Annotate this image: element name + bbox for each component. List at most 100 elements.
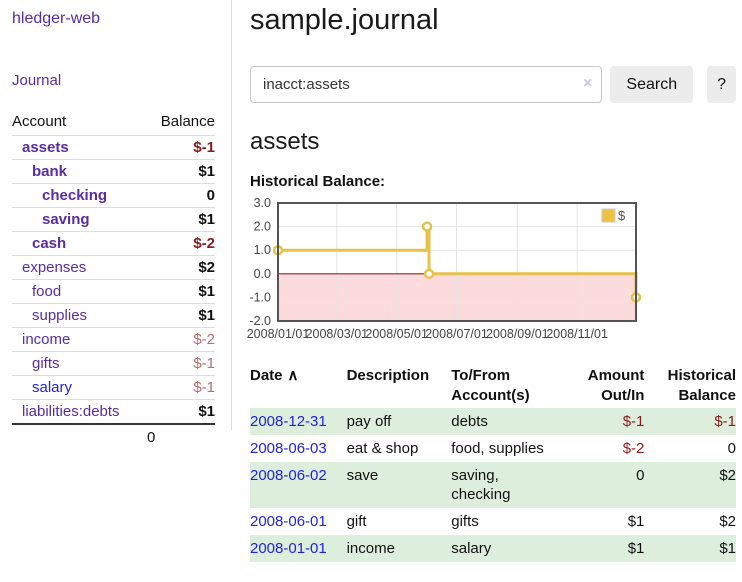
transaction-description: gift <box>346 513 367 530</box>
account-row: checking 0 <box>12 183 215 208</box>
account-balance: $1 <box>146 207 215 232</box>
account-link-liabilities-debts[interactable]: liabilities:debts <box>22 403 120 420</box>
account-link-bank[interactable]: bank <box>32 163 68 180</box>
chart-ytick-label: 3.0 <box>254 196 271 210</box>
chart-data-point <box>423 268 435 280</box>
chart-ytick-label: 2.0 <box>254 220 271 234</box>
transaction-date-link[interactable]: 2008-01-01 <box>250 540 327 557</box>
transaction-date-link[interactable]: 2008-06-03 <box>250 440 327 457</box>
transaction-amount: 0 <box>636 467 645 484</box>
account-link-supplies[interactable]: supplies <box>32 307 88 324</box>
account-link-assets[interactable]: assets <box>22 139 69 156</box>
accounts-total-row: 0 <box>12 423 215 450</box>
account-row: bank $1 <box>12 159 215 184</box>
account-link-cash[interactable]: cash <box>32 235 67 252</box>
chart-heading: Historical Balance: <box>250 173 386 190</box>
transaction-date-link[interactable]: 2008-06-02 <box>250 467 327 484</box>
chart-xtick-label: 2008/03/01 <box>306 327 369 341</box>
account-row: expenses $2 <box>12 255 215 280</box>
transaction-description: eat & shop <box>346 440 419 457</box>
account-balance: $-1 <box>146 375 215 400</box>
chart-data-point <box>421 221 433 232</box>
account-row: gifts $-1 <box>12 351 215 376</box>
search-button[interactable]: Search <box>610 66 694 103</box>
chart-xtick-label: 2008/01/01 <box>247 327 310 341</box>
chart-border <box>277 202 637 322</box>
register-row: 2008-06-02 save saving, checking 0 $2 <box>250 462 736 508</box>
accounts-table-body: assets $-1 bank $1 checking 0 saving $1 cash $-2 e… <box>12 135 215 424</box>
chart-xtick-label: 2008/09/01 <box>486 327 549 341</box>
transaction-amount: $1 <box>627 513 645 530</box>
register-col-balance: Historical Balance <box>667 367 736 404</box>
account-balance: $1 <box>146 279 215 304</box>
chart-xtick-label: 2008/11/01 <box>546 327 608 341</box>
account-link-checking[interactable]: checking <box>42 187 108 204</box>
accounts-table: Account Balance assets $-1 bank $1 checking 0… <box>12 110 215 450</box>
sidebar-item-journal[interactable]: Journal <box>12 72 62 89</box>
account-row: assets $-1 <box>12 135 215 160</box>
accounts-col-account: Account <box>12 113 67 130</box>
register-col-description: Description <box>346 367 430 384</box>
account-balance: $-1 <box>146 351 215 376</box>
register-row: 2008-06-03 eat & shop food, supplies $-2 0 <box>250 435 736 462</box>
historical-balance-chart: $3.0 2.0 1.0 0.0 -1.0 -2.02008/01/012008/03/0… <box>247 196 642 341</box>
chart-legend-swatch <box>601 208 616 223</box>
accounts-total-balance: 0 <box>146 423 215 450</box>
account-link-gifts[interactable]: gifts <box>32 355 60 372</box>
transaction-description: save <box>346 467 379 484</box>
main-content: sample.journal × Search ? assets Histori… <box>247 0 736 562</box>
chart-ytick-label: -1.0 <box>249 290 271 304</box>
register-col-date: Date ∧ <box>250 367 299 384</box>
transaction-date-link[interactable]: 2008-06-01 <box>250 513 327 530</box>
transaction-amount: $-2 <box>622 440 645 457</box>
account-row: food $1 <box>12 279 215 304</box>
chart-legend-label: $ <box>618 208 626 223</box>
register-col-accounts: To/From Account(s) <box>451 367 530 404</box>
account-link-income[interactable]: income <box>22 331 71 348</box>
accounts-col-balance: Balance <box>160 113 215 130</box>
register-header-row: Date ∧ Description To/From Account(s) Amo… <box>250 364 736 408</box>
transaction-date-link[interactable]: 2008-12-31 <box>250 413 327 430</box>
account-row: salary $-1 <box>12 375 215 400</box>
chart-ytick-label: -2.0 <box>249 314 271 328</box>
account-balance: 0 <box>146 183 215 208</box>
register-table-body: 2008-12-31 pay off debts $-1 $-1 2008-06-03 ea… <box>250 408 736 562</box>
transaction-balance: $2 <box>719 467 736 484</box>
transaction-accounts: food, supplies <box>451 440 544 457</box>
search-form: × Search ? <box>250 66 736 103</box>
transaction-balance: $1 <box>719 540 736 557</box>
register-row: 2008-12-31 pay off debts $-1 $-1 <box>250 408 736 435</box>
transaction-balance: $2 <box>719 513 736 530</box>
account-link-saving[interactable]: saving <box>42 211 90 228</box>
sidebar: hledger-web Journal Account Balance asse… <box>0 0 232 450</box>
account-link-expenses[interactable]: expenses <box>22 259 87 276</box>
help-button[interactable]: ? <box>707 66 736 103</box>
account-balance: $-2 <box>146 327 215 352</box>
account-row: liabilities:debts $1 <box>12 399 215 424</box>
account-link-food[interactable]: food <box>32 283 62 300</box>
account-balance: $-2 <box>146 231 215 256</box>
search-input[interactable] <box>250 66 603 103</box>
account-balance: $1 <box>146 159 215 184</box>
chart-ytick-label: 1.0 <box>254 243 271 257</box>
register-row: 2008-01-01 income salary $1 $1 <box>250 535 736 562</box>
account-row: supplies $1 <box>12 303 215 328</box>
account-row: income $-2 <box>12 327 215 352</box>
chart-xtick-label: 2008/07/01 <box>425 327 488 341</box>
chart-ytick-label: 0.0 <box>254 267 271 281</box>
transaction-accounts: saving, checking <box>451 467 511 503</box>
page-title: sample.journal <box>250 4 439 36</box>
app-brand-link[interactable]: hledger-web <box>12 10 101 27</box>
account-heading: assets <box>250 128 320 155</box>
search-input-wrap: × <box>250 66 603 103</box>
account-row: saving $1 <box>12 207 215 232</box>
transaction-accounts: debts <box>451 413 488 430</box>
account-link-salary[interactable]: salary <box>32 379 73 396</box>
register-table: Date ∧ Description To/From Account(s) Amo… <box>250 364 736 562</box>
account-balance: $1 <box>146 303 215 328</box>
register-col-amount: Amount Out/In <box>587 367 645 404</box>
chart-xtick-label: 2008/05/01 <box>365 327 428 341</box>
clear-search-icon[interactable]: × <box>583 75 593 92</box>
transaction-description: income <box>346 540 395 557</box>
account-row: cash $-2 <box>12 231 215 256</box>
